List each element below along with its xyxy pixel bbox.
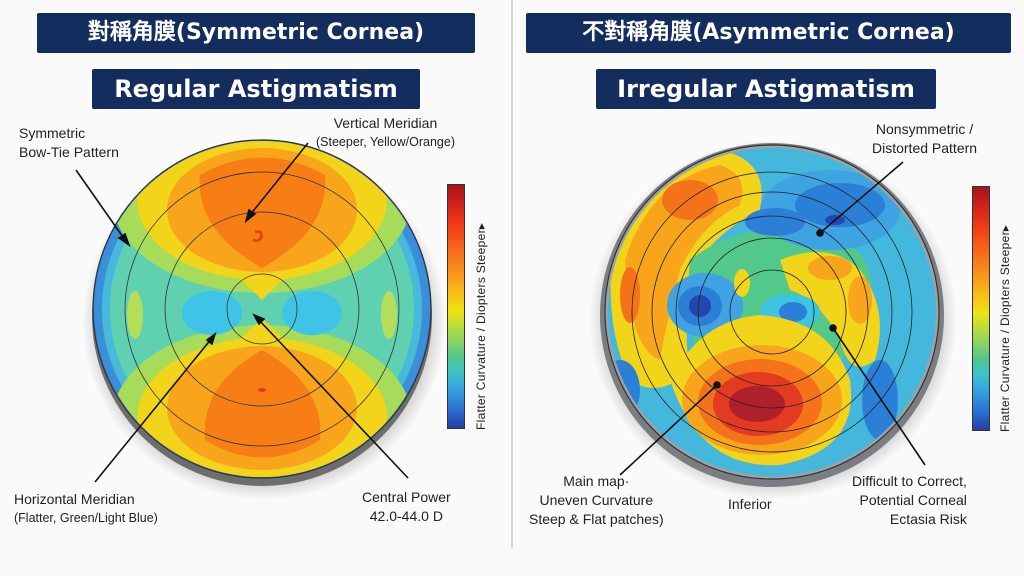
bow-tie-label: Symmetric Bow-Tie Pattern xyxy=(19,124,119,162)
difficult-label-line3: Ectasia Risk xyxy=(889,511,967,527)
symmetric-topography-map xyxy=(75,139,446,500)
right-colorbar-label: Flatter Curvature / Diopters Steeper▸ xyxy=(998,224,1012,432)
difficult-label-line1: Difficult to Correct, xyxy=(852,473,967,489)
main-map-label-line3: Steep & Flat patches) xyxy=(529,511,664,527)
bow-tie-label-line1: Symmetric xyxy=(19,125,86,141)
panel-divider xyxy=(511,0,513,548)
difficult-label-line2: Potential Corneal xyxy=(859,492,967,508)
main-map-label-line2: Uneven Curvature xyxy=(539,492,654,508)
central-power-value: 42.0-44.0 D xyxy=(369,508,443,524)
nonsymmetric-label-line2: Distorted Pattern xyxy=(872,140,978,156)
central-power-label: Central Power 42.0-44.0 D xyxy=(362,488,451,526)
vertical-meridian-desc: (Steeper, Yellow/Orange) xyxy=(316,135,455,149)
right-title-line2: Irregular Astigmatism xyxy=(596,69,936,109)
horizontal-meridian-title: Horizontal Meridian xyxy=(14,491,135,507)
horizontal-meridian-label: Horizontal Meridian (Flatter, Green/Ligh… xyxy=(14,490,158,528)
right-title-line1: 不對稱角膜(Asymmetric Cornea) xyxy=(526,13,1011,53)
right-colorbar xyxy=(972,186,990,431)
horizontal-meridian-desc: (Flatter, Green/Light Blue) xyxy=(14,511,158,525)
left-title-line1: 對稱角膜(Symmetric Cornea) xyxy=(37,13,475,53)
inferior-label: Inferior xyxy=(728,496,772,512)
nonsymmetric-label-line1: Nonsymmetric / xyxy=(875,121,974,137)
vertical-meridian-label: Vertical Meridian (Steeper, Yellow/Orang… xyxy=(316,114,455,152)
difficult-label: Difficult to Correct, Potential Corneal … xyxy=(852,472,967,529)
bow-tie-label-line2: Bow-Tie Pattern xyxy=(19,144,119,160)
left-colorbar xyxy=(447,184,465,429)
main-map-label: Main map· Uneven Curvature Steep & Flat … xyxy=(529,472,664,529)
vertical-meridian-title: Vertical Meridian xyxy=(333,115,438,131)
main-map-label-line1: Main map· xyxy=(563,473,630,489)
central-power-title: Central Power xyxy=(362,489,451,505)
left-title-line2: Regular Astigmatism xyxy=(92,69,420,109)
nonsymmetric-label: Nonsymmetric / Distorted Pattern xyxy=(872,120,977,158)
